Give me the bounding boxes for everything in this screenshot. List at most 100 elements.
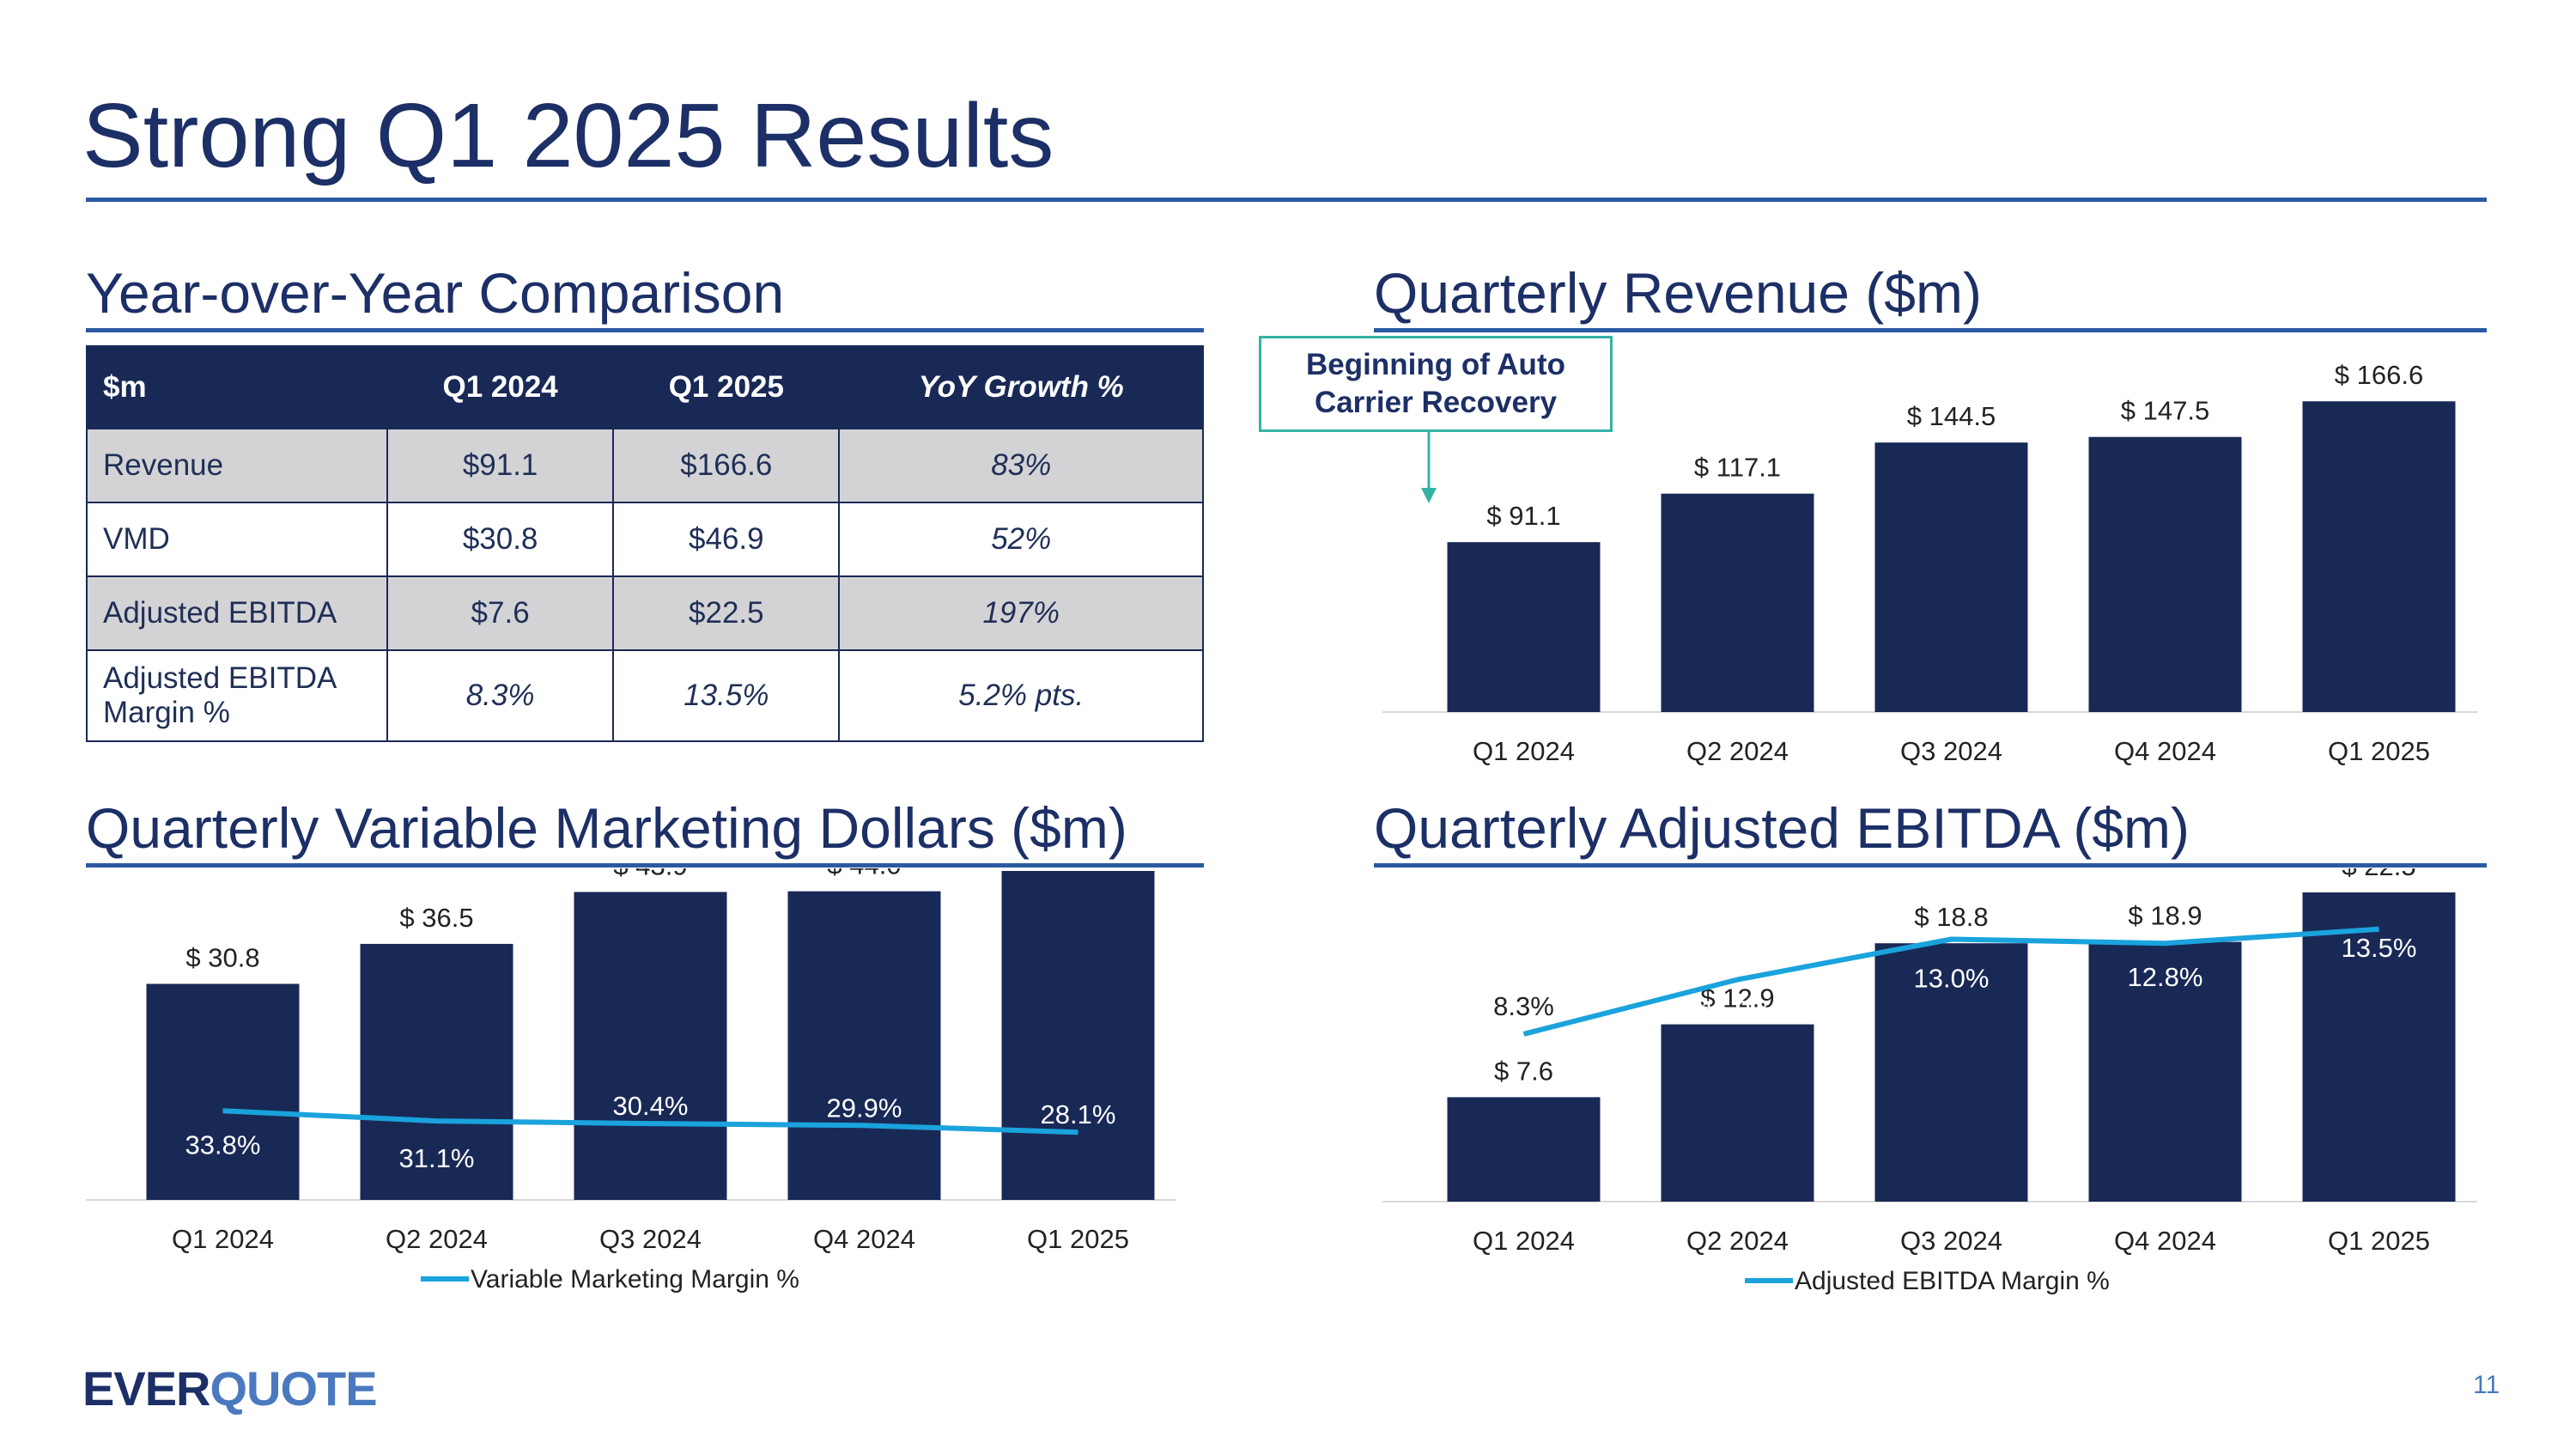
line-point-label: 31.1% [399,1143,475,1173]
revenue-chart: $ 91.1 Q1 2024 $ 117.1 Q2 2024 $ 144.5 Q3 202… [1382,360,2477,766]
yoy-section-title: Year-over-Year Comparison [86,261,785,325]
bar-value-label: $ 147.5 [2121,396,2209,426]
revenue-section-divider [1374,328,2487,332]
x-tick-label: Q3 2024 [599,1224,702,1254]
bar [2302,892,2456,1202]
cell-q1-2025: $46.9 [612,502,841,577]
bar [1447,542,1601,712]
page-title: Strong Q1 2025 Results [82,85,1054,186]
cell-q1-2024: $7.6 [386,575,615,651]
bar [146,983,300,1200]
logo-part-1: EVER [82,1361,210,1416]
legend-label: Variable Marketing Margin % [471,1265,799,1294]
x-tick-label: Q2 2024 [1686,1226,1789,1256]
yoy-section-divider [86,328,1204,332]
cell-growth: 52% [838,502,1204,577]
bar-value-label: $ 44.0 [827,868,901,880]
x-tick-label: Q2 2024 [386,1224,488,1254]
legend-label: Adjusted EBITDA Margin % [1795,1267,2110,1295]
bar-value-label: $ 22.5 [2342,868,2415,881]
table-row: VMD $30.8 $46.9 52% [86,502,1204,577]
table-header-cell: $m [86,345,388,429]
line-point-label: 29.9% [827,1093,902,1123]
bar [787,891,941,1200]
table-row: Adjusted EBITDA Margin % 8.3% 13.5% 5.2%… [86,649,1204,742]
vmd-chart-title: Quarterly Variable Marketing Dollars ($m… [86,796,1127,860]
x-tick-label: Q1 2025 [2328,736,2430,766]
cell-q1-2024: 8.3% [386,649,615,742]
bar-value-label: $ 18.8 [1914,902,1988,932]
bar [574,892,727,1200]
line-point-label: 30.4% [613,1091,689,1121]
bar-value-label: $ 30.8 [185,942,259,972]
x-tick-label: Q2 2024 [1686,736,1789,766]
x-tick-label: Q4 2024 [2114,736,2216,766]
bar [1447,1097,1601,1202]
bar [1661,493,1814,712]
bar [1874,943,2028,1202]
bar-value-label: $ 7.6 [1494,1056,1553,1086]
ebitda-section-divider [1374,863,2487,868]
cell-growth: 5.2% pts. [838,649,1204,742]
line-point-label: 13.5% [2342,933,2417,963]
bar-value-label: $ 91.1 [1486,501,1560,531]
row-label: Adjusted EBITDA Margin % [86,649,388,742]
title-divider [86,198,2487,202]
vmd-chart: $ 30.8 Q1 2024 $ 36.5 Q2 2024 $ 43.9 Q3 2024 $… [86,868,1176,1294]
bar-value-label: $ 117.1 [1694,453,1781,483]
bar-value-label: $ 36.5 [399,903,473,933]
bar-value-label: $ 144.5 [1907,401,1996,431]
line-point-label: 28.1% [1041,1099,1116,1129]
table-header-cell: Q1 2025 [612,345,841,429]
revenue-chart-title: Quarterly Revenue ($m) [1374,261,1982,325]
row-label: Adjusted EBITDA [86,575,388,651]
vmd-section-divider [86,863,1204,868]
line-point-label: 13.0% [1914,964,1990,994]
bar-value-label: $ 18.9 [2128,901,2202,931]
line-point-label: 12.8% [2128,962,2203,992]
x-tick-label: Q4 2024 [2114,1226,2216,1256]
table-header-cell: YoY Growth % [838,345,1204,429]
everquote-logo: EVERQUOTE [82,1361,378,1416]
x-tick-label: Q1 2024 [1473,1226,1575,1256]
line-point-label: 11.0% [1701,995,1775,1026]
ebitda-chart: $ 7.6Q1 2024$ 12.9Q2 2024$ 18.8Q3 2024$ … [1382,868,2477,1295]
x-tick-label: Q1 2025 [1027,1224,1129,1254]
bar [360,943,513,1200]
bar [1661,1024,1814,1202]
row-label: VMD [86,502,388,577]
ebitda-chart-title: Quarterly Adjusted EBITDA ($m) [1374,796,2190,860]
line-point-label: 8.3% [1493,991,1554,1021]
x-tick-label: Q3 2024 [1900,736,2002,766]
recovery-callout: Beginning of Auto Carrier Recovery [1259,336,1613,432]
cell-q1-2024: $91.1 [386,428,615,503]
bar [2088,436,2242,712]
x-tick-label: Q1 2025 [2328,1226,2430,1256]
x-tick-label: Q4 2024 [813,1224,915,1254]
bar [1874,442,2028,712]
cell-q1-2025: $22.5 [612,575,841,651]
logo-part-2: QUOTE [210,1361,378,1416]
cell-q1-2025: 13.5% [612,649,841,742]
table-row: Revenue $91.1 $166.6 83% [86,428,1204,503]
row-label: Revenue [86,428,388,503]
x-tick-label: Q3 2024 [1900,1226,2002,1256]
x-tick-label: Q1 2024 [1473,736,1575,766]
page-number: 11 [2473,1371,2500,1399]
cell-q1-2024: $30.8 [386,502,615,577]
table-row: Adjusted EBITDA $7.6 $22.5 197% [86,575,1204,651]
table-header-row: $m Q1 2024 Q1 2025 YoY Growth % [86,345,1204,429]
cell-growth: 83% [838,428,1204,503]
cell-q1-2025: $166.6 [612,428,841,503]
bar-value-label: $ 166.6 [2335,360,2423,390]
bar [2302,401,2456,712]
table-header-cell: Q1 2024 [386,345,615,429]
bar [2088,941,2242,1202]
cell-growth: 197% [838,575,1204,651]
bar [1001,870,1155,1200]
bar-value-label: $ 43.9 [613,868,687,880]
callout-arrow-head [1421,488,1437,503]
x-tick-label: Q1 2024 [172,1224,274,1254]
line-point-label: 33.8% [185,1129,261,1160]
yoy-comparison-table: $m Q1 2024 Q1 2025 YoY Growth % Revenue … [86,345,1204,742]
